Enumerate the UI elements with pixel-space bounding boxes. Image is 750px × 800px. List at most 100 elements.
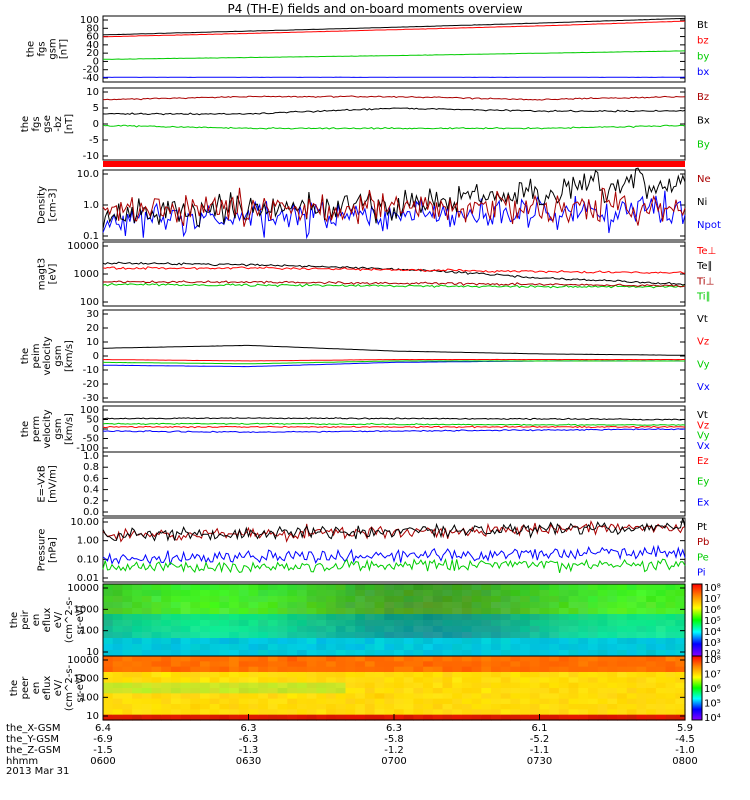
ylabel-peim-velocity: gsm [53,345,64,366]
legend-pressure: Pb [697,537,709,548]
legend-fgs-gse: Bx [697,116,710,127]
ytick-label-perm-velocity: 100 [80,405,99,416]
xaxis-row-value: 6.3 [386,723,402,734]
legend-pressure: Pe [697,552,709,563]
ytick-label-fgs-gse: 0 [93,119,99,130]
legend-density: Ni [697,197,707,208]
ytick-label-peer-eflux: 10 [86,711,99,722]
series-line-peim-velocity-Vz [102,358,685,362]
series-line-fgs-gse-Bz [103,95,686,101]
ylabel-temperature: [eV] [48,264,59,285]
colorbar-label-peer-eflux: 10⁵ [704,699,721,710]
colorbar-label-peir-eflux: 10⁷ [704,594,721,605]
ylabel-peim-velocity: peim [31,343,42,368]
ytick-label-fgs-gse: -5 [89,135,99,146]
legend-peim-velocity: Vt [697,314,708,325]
xaxis-row-value: 6.3 [240,723,257,734]
xaxis-row-value: -1.0 [675,745,695,756]
colorbar-label-peir-eflux: 10³ [704,638,721,649]
ytick-label-density: 0.1 [83,231,99,242]
series-line-fgs-gse-Bx [102,107,686,116]
ytick-label-perm-velocity: 50 [86,415,99,426]
ytick-label-density: 10.0 [77,169,99,180]
xaxis-row-value: -5.2 [529,734,550,745]
series-line-fgs-gsm-bz [102,20,686,38]
ytick-label-efield: 0.4 [83,485,99,496]
ytick-label-pressure: 0.10 [77,554,99,565]
ytick-label-peer-eflux: 100 [80,692,99,703]
ylabel-efield: E=-VxB [37,465,48,502]
ylabel-perm-velocity: gsm [53,418,64,439]
ylabel-peim-velocity: velocity [42,336,53,375]
xaxis-row-label: hhmm [6,756,39,767]
legend-peim-velocity: Vx [697,382,710,393]
ylabel-efield: [mV/m] [48,465,59,503]
xaxis-row-value: 0730 [526,756,553,767]
ytick-label-peim-velocity: -20 [83,379,99,390]
ytick-label-density: 1.0 [83,200,99,211]
ylabel-peer-eflux: sr-eV) [75,673,86,702]
ylabel-temperature: magt3 [37,258,48,291]
xaxis-row-value: -1.3 [238,745,259,756]
heatmap-peer-eflux [103,656,686,721]
ytick-label-fgs-gse: 10 [86,87,99,98]
ytick-label-perm-velocity: -50 [83,434,99,445]
panel-frame-peim-velocity [102,309,686,403]
colorbar-peir-eflux [691,583,703,657]
series-line-temperature-Ti⊥ [102,280,686,288]
series-line-fgs-gsm-Bt [102,17,685,36]
ytick-label-peir-eflux: 10000 [67,583,99,594]
ytick-label-fgs-gsm: 20 [86,48,99,59]
xaxis-row-value: 0700 [381,756,407,767]
series-line-density-Ne [102,187,686,227]
ylabel-fgs-gse: -bz [53,116,64,131]
ytick-label-perm-velocity: 0 [93,424,99,435]
ytick-label-fgs-gsm: -40 [83,73,99,84]
legend-fgs-gsm: by [697,51,709,62]
ylabel-pressure: Pressure [37,529,48,572]
xaxis-row-value: -4.5 [675,734,695,745]
ytick-label-peer-eflux: 1000 [74,674,99,685]
colorbar-label-peir-eflux: 10⁶ [704,605,721,616]
separator-bar [103,161,685,167]
ylabel-peer-eflux: eV/ [53,679,64,696]
colorbar-label-peir-eflux: 10⁵ [704,616,721,627]
xaxis-row-value: 0630 [235,756,262,767]
legend-efield: Ez [697,456,709,467]
ylabel-fgs-gsm: [nT] [59,39,70,59]
ytick-label-temperature: 1000 [74,269,99,280]
ytick-label-peim-velocity: 30 [86,309,99,320]
ylabel-peim-velocity: the [20,348,31,364]
ytick-label-peim-velocity: 0 [93,351,99,362]
legend-perm-velocity: Vy [697,431,710,442]
ytick-label-fgs-gsm: -20 [83,65,99,76]
panel-frame-fgs-gsm [102,15,686,83]
ytick-label-fgs-gsm: 60 [86,32,99,43]
panel-frame-pressure [102,517,686,583]
ytick-label-perm-velocity: -100 [76,443,99,454]
legend-efield: Ey [697,477,709,488]
ylabel-peir-eflux: eV/ [53,611,64,628]
legend-perm-velocity: Vt [697,410,708,421]
ylabel-fgs-gsm: gsm [48,38,59,59]
xaxis-row-value: -5.8 [384,734,404,745]
xaxis-row-value: 6.1 [531,723,548,734]
ytick-label-temperature: 100 [80,297,99,308]
ylabel-fgs-gse: [nT] [64,114,75,134]
series-line-fgs-gse-By [102,124,686,130]
ytick-label-efield: 0.8 [83,462,99,473]
xaxis-row-value: 0600 [90,756,116,767]
ytick-label-peim-velocity: -10 [83,365,99,376]
ylabel-perm-velocity: the [20,421,31,437]
legend-density: Ne [697,174,711,185]
colorbar-label-peer-eflux: 10⁷ [704,670,721,681]
legend-fgs-gsm: bz [697,36,709,47]
series-line-perm-velocity-Vx [102,428,686,434]
legend-efield: Ex [697,497,709,508]
series-line-pressure-Pb [102,519,686,543]
ytick-label-efield: 1.0 [83,451,99,462]
ylabel-fgs-gse: the [20,116,31,132]
ylabel-peir-eflux: sr-eV) [75,605,86,634]
